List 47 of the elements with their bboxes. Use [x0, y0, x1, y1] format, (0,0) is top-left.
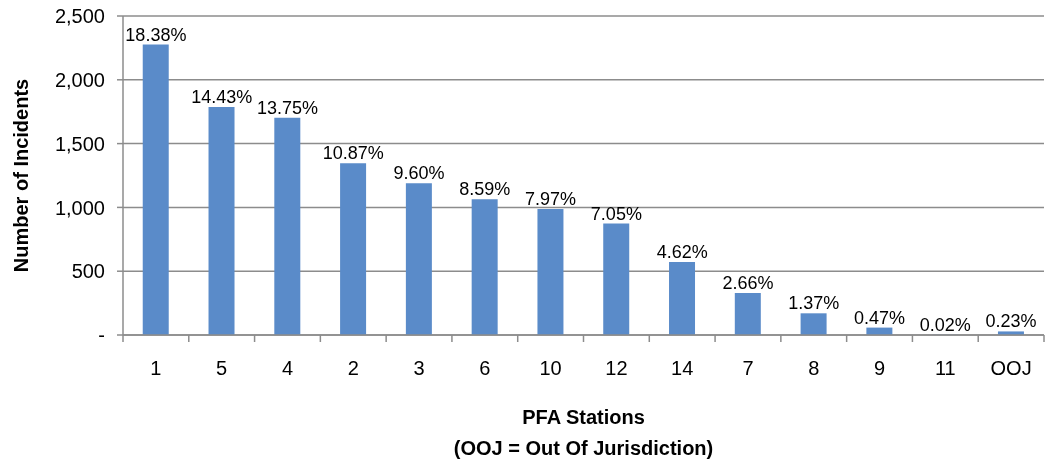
annotation: 2.66%: [722, 273, 774, 294]
y-tick-label: 1,000: [54, 196, 105, 219]
y-tick-label: -: [98, 324, 105, 347]
annotation: 14.43%: [191, 86, 253, 107]
bar: [537, 209, 564, 335]
y-tick-label: 500: [71, 260, 105, 283]
annotation: 7.97%: [525, 189, 577, 210]
bar: [603, 223, 630, 335]
y-tick-label: 1,500: [54, 132, 105, 155]
x-tick-label: 4: [281, 357, 294, 379]
x-tick-label: 3: [413, 357, 425, 379]
bar: [471, 199, 498, 335]
x-tick-label: 1: [150, 357, 162, 379]
x-tick-label: 9: [873, 357, 886, 379]
annotation: 18.38%: [125, 24, 187, 45]
annotation: 1.37%: [788, 293, 840, 314]
bar: [340, 163, 367, 335]
x-tick-label: 5: [216, 357, 228, 379]
x-tick-label: 7: [742, 357, 754, 379]
y-tick-label: 2,500: [54, 5, 105, 28]
x-tick-label: 8: [808, 357, 820, 379]
bar: [734, 293, 761, 335]
annotation: 4.62%: [656, 242, 708, 263]
bar: [142, 44, 169, 335]
annotation: 13.75%: [256, 97, 318, 118]
annotation: 0.23%: [985, 311, 1037, 332]
y-tick-label: 2,000: [54, 68, 105, 91]
bar: [405, 183, 432, 335]
annotation: 9.60%: [393, 163, 445, 184]
bar: [274, 117, 301, 335]
x-tick-label: 2: [347, 357, 359, 379]
annotation: 10.87%: [322, 143, 384, 164]
bar: [800, 313, 827, 335]
x-tick-label: OOJ: [990, 357, 1032, 379]
bar: [669, 262, 696, 335]
x-tick-label: 10: [539, 357, 562, 379]
x-tick-label: 6: [479, 357, 491, 379]
x-tick-label: 14: [671, 357, 694, 379]
x-tick-label: 11: [934, 357, 956, 379]
x-axis-title: PFA Stations (OOJ = Out Of Jurisdiction): [453, 406, 714, 459]
annotation: 0.02%: [919, 314, 971, 335]
bar: [208, 106, 235, 335]
annotation: 0.47%: [854, 307, 906, 328]
annotation: 7.05%: [590, 203, 642, 224]
x-tick-label: 12: [605, 357, 628, 379]
annotation: 8.59%: [459, 179, 511, 200]
y-axis-title: Number of Incidents: [10, 78, 32, 273]
